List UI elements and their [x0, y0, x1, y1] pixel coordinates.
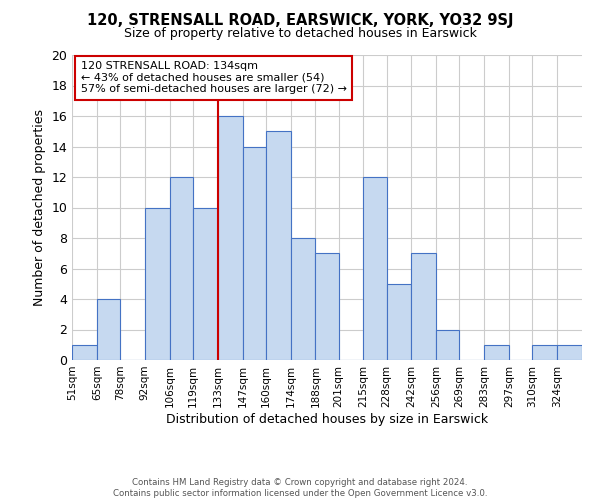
Bar	[145, 208, 170, 360]
Bar	[484, 345, 509, 360]
Bar	[436, 330, 460, 360]
Bar	[218, 116, 242, 360]
Text: Contains HM Land Registry data © Crown copyright and database right 2024.
Contai: Contains HM Land Registry data © Crown c…	[113, 478, 487, 498]
Text: Size of property relative to detached houses in Earswick: Size of property relative to detached ho…	[124, 28, 476, 40]
Text: 120, STRENSALL ROAD, EARSWICK, YORK, YO32 9SJ: 120, STRENSALL ROAD, EARSWICK, YORK, YO3…	[87, 12, 513, 28]
X-axis label: Distribution of detached houses by size in Earswick: Distribution of detached houses by size …	[166, 412, 488, 426]
Bar	[412, 253, 436, 360]
Bar	[386, 284, 412, 360]
Bar	[170, 177, 193, 360]
Bar	[266, 131, 290, 360]
Bar	[364, 177, 386, 360]
Bar	[316, 253, 338, 360]
Bar	[193, 208, 218, 360]
Text: 120 STRENSALL ROAD: 134sqm
← 43% of detached houses are smaller (54)
57% of semi: 120 STRENSALL ROAD: 134sqm ← 43% of deta…	[81, 61, 347, 94]
Bar	[532, 345, 557, 360]
Bar	[557, 345, 582, 360]
Bar	[97, 299, 120, 360]
Y-axis label: Number of detached properties: Number of detached properties	[33, 109, 46, 306]
Bar	[242, 146, 266, 360]
Bar	[290, 238, 316, 360]
Bar	[72, 345, 97, 360]
